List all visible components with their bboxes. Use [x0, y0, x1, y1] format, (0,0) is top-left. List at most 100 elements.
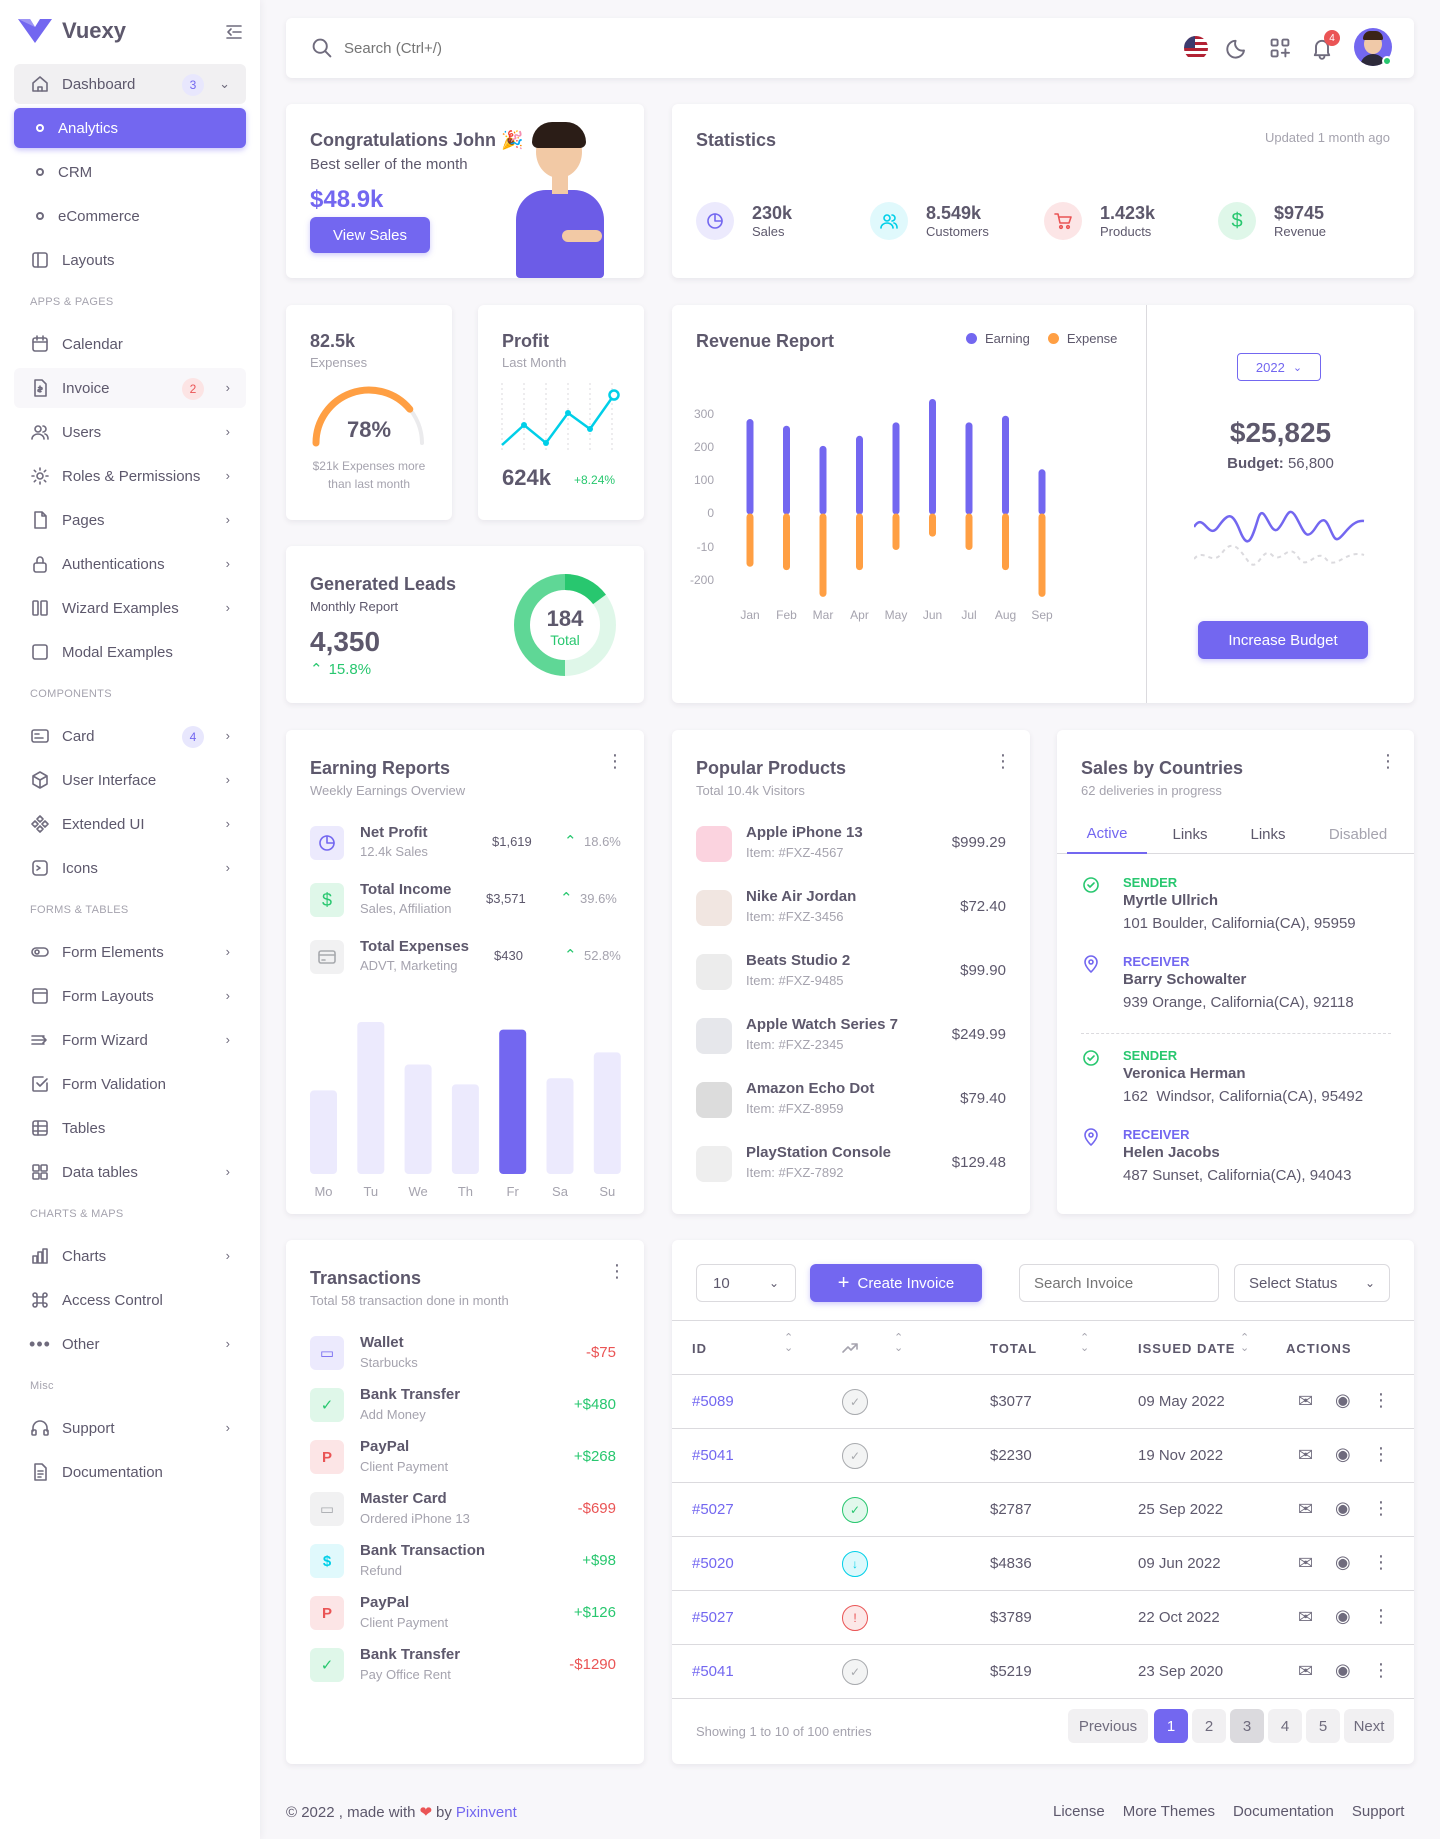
search-input[interactable] [344, 34, 744, 62]
status-select[interactable]: Select Status ⌄ [1234, 1264, 1390, 1302]
eye-icon[interactable]: ◉ [1335, 1444, 1351, 1464]
invoice-id-link[interactable]: #5041 [692, 1447, 734, 1464]
sidebar-item-users[interactable]: Users › [14, 412, 246, 452]
footer-link-license[interactable]: License [1053, 1803, 1105, 1820]
more-vertical-icon[interactable]: ⋮ [1372, 1660, 1390, 1680]
product-row[interactable]: Apple iPhone 13 Item: #FXZ-4567 $999.29 [696, 824, 1006, 864]
more-vertical-icon[interactable]: ⋮ [606, 751, 624, 771]
product-row[interactable]: Beats Studio 2 Item: #FXZ-9485 $99.90 [696, 952, 1006, 992]
sidebar-item-authentications[interactable]: Authentications › [14, 544, 246, 584]
sidebar-item-layouts[interactable]: Layouts [14, 240, 246, 280]
page-size-select[interactable]: 10 ⌄ [696, 1264, 796, 1302]
tab-links-2[interactable]: Links [1250, 825, 1286, 843]
mail-icon[interactable]: ✉ [1298, 1607, 1314, 1627]
sidebar-item-card[interactable]: Card 4 › [14, 716, 246, 756]
pagination-next[interactable]: Next [1344, 1709, 1394, 1743]
transaction-row[interactable]: P PayPal Client Payment +$268 [310, 1438, 620, 1478]
footer-link-more-themes[interactable]: More Themes [1122, 1803, 1215, 1820]
brand[interactable]: Vuexy [18, 18, 126, 44]
footer-link-documentation[interactable]: Documentation [1232, 1803, 1334, 1820]
sidebar-item-ecommerce[interactable]: eCommerce [14, 196, 246, 236]
sidebar-item-dashboard[interactable]: Dashboard 3 ⌄ [14, 64, 246, 104]
product-row[interactable]: Nike Air Jordan Item: #FXZ-3456 $72.40 [696, 888, 1006, 928]
more-vertical-icon[interactable]: ⋮ [1372, 1498, 1390, 1518]
create-invoice-button[interactable]: + Create Invoice [810, 1264, 982, 1302]
more-vertical-icon[interactable]: ⋮ [1379, 751, 1397, 771]
search-invoice-input[interactable] [1019, 1264, 1219, 1302]
invoice-id-link[interactable]: #5027 [692, 1501, 734, 1518]
sidebar-item-wizard-examples[interactable]: Wizard Examples › [14, 588, 246, 628]
footer-link-support[interactable]: Support [1351, 1803, 1405, 1820]
increase-budget-button[interactable]: Increase Budget [1198, 621, 1368, 659]
transaction-row[interactable]: $ Bank Transaction Refund +$98 [310, 1542, 620, 1582]
transaction-row[interactable]: ▭ Master Card Ordered iPhone 13 -$699 [310, 1490, 620, 1530]
product-row[interactable]: Apple Watch Series 7 Item: #FXZ-2345 $249.… [696, 1016, 1006, 1056]
sidebar-item-crm[interactable]: CRM [14, 152, 246, 192]
transaction-row[interactable]: ▭ Wallet Starbucks -$75 [310, 1334, 620, 1374]
transaction-row[interactable]: ✓ Bank Transfer Pay Office Rent -$1290 [310, 1646, 620, 1686]
sort-icon[interactable]: ⌃ ⌄ [1080, 1332, 1090, 1354]
pagination-page-1[interactable]: 1 [1154, 1709, 1188, 1743]
sidebar-item-form-layouts[interactable]: Form Layouts › [14, 976, 246, 1016]
moon-icon[interactable] [1226, 36, 1250, 60]
user-avatar[interactable] [1354, 28, 1392, 66]
mail-icon[interactable]: ✉ [1298, 1391, 1314, 1411]
tab-links[interactable]: Links [1172, 825, 1208, 843]
invoice-id-link[interactable]: #5027 [692, 1609, 734, 1626]
sidebar-item-data-tables[interactable]: Data tables › [14, 1152, 246, 1192]
more-vertical-icon[interactable]: ⋮ [994, 751, 1012, 771]
product-row[interactable]: Amazon Echo Dot Item: #FXZ-8959 $79.40 [696, 1080, 1006, 1120]
view-sales-button[interactable]: View Sales [310, 217, 430, 253]
sidebar-item-user-interface[interactable]: User Interface › [14, 760, 246, 800]
sidebar-item-calendar[interactable]: Calendar [14, 324, 246, 364]
eye-icon[interactable]: ◉ [1335, 1660, 1351, 1680]
sort-icon[interactable]: ⌃ ⌄ [784, 1332, 794, 1354]
sidebar-item-tables[interactable]: Tables [14, 1108, 246, 1148]
sidebar-item-pages[interactable]: Pages › [14, 500, 246, 540]
flag-us-icon[interactable] [1184, 36, 1208, 60]
sidebar-item-support[interactable]: Support › [14, 1408, 246, 1448]
mail-icon[interactable]: ✉ [1298, 1445, 1314, 1465]
eye-icon[interactable]: ◉ [1335, 1552, 1351, 1572]
sidebar-item-form-elements[interactable]: Form Elements › [14, 932, 246, 972]
eye-icon[interactable]: ◉ [1335, 1606, 1351, 1626]
header-issued-date[interactable]: ISSUED DATE [1138, 1341, 1236, 1356]
search-icon[interactable] [310, 36, 334, 60]
sidebar-item-analytics[interactable]: Analytics [14, 108, 246, 148]
pagination-page-3[interactable]: 3 [1230, 1709, 1264, 1743]
sidebar-item-documentation[interactable]: Documentation [14, 1452, 246, 1492]
sidebar-item-form-wizard[interactable]: Form Wizard › [14, 1020, 246, 1060]
more-vertical-icon[interactable]: ⋮ [1372, 1390, 1390, 1410]
eye-icon[interactable]: ◉ [1335, 1390, 1351, 1410]
more-vertical-icon[interactable]: ⋮ [1372, 1606, 1390, 1626]
pagination-page-2[interactable]: 2 [1192, 1709, 1226, 1743]
year-dropdown[interactable]: 2022 ⌄ [1237, 353, 1321, 381]
eye-icon[interactable]: ◉ [1335, 1498, 1351, 1518]
invoice-id-link[interactable]: #5089 [692, 1393, 734, 1410]
sidebar-item-access-control[interactable]: Access Control [14, 1280, 246, 1320]
pagination-page-5[interactable]: 5 [1306, 1709, 1340, 1743]
sort-icon[interactable]: ⌃ ⌄ [894, 1332, 904, 1354]
more-vertical-icon[interactable]: ⋮ [1372, 1552, 1390, 1572]
mail-icon[interactable]: ✉ [1298, 1499, 1314, 1519]
sidebar-item-extended-ui[interactable]: Extended UI › [14, 804, 246, 844]
sidebar-item-roles[interactable]: Roles & Permissions › [14, 456, 246, 496]
invoice-id-link[interactable]: #5041 [692, 1663, 734, 1680]
header-id[interactable]: ID [692, 1341, 707, 1356]
transaction-row[interactable]: P PayPal Client Payment +$126 [310, 1594, 620, 1634]
company-link[interactable]: Pixinvent [455, 1803, 517, 1821]
more-vertical-icon[interactable]: ⋮ [608, 1261, 626, 1281]
sidebar-item-other[interactable]: ••• Other › [14, 1324, 246, 1364]
mail-icon[interactable]: ✉ [1298, 1661, 1314, 1681]
sidebar-item-modal-examples[interactable]: Modal Examples [14, 632, 246, 672]
sidebar-item-icons[interactable]: Icons › [14, 848, 246, 888]
product-row[interactable]: PlayStation Console Item: #FXZ-7892 $129.4… [696, 1144, 1006, 1184]
collapse-menu-icon[interactable] [224, 22, 244, 42]
sidebar-item-invoice[interactable]: Invoice 2 › [14, 368, 246, 408]
transaction-row[interactable]: ✓ Bank Transfer Add Money +$480 [310, 1386, 620, 1426]
shortcuts-grid-icon[interactable] [1268, 36, 1292, 60]
header-total[interactable]: TOTAL [990, 1341, 1038, 1356]
invoice-id-link[interactable]: #5020 [692, 1555, 734, 1572]
sidebar-item-form-validation[interactable]: Form Validation [14, 1064, 246, 1104]
tab-active[interactable]: Active [1067, 814, 1147, 854]
